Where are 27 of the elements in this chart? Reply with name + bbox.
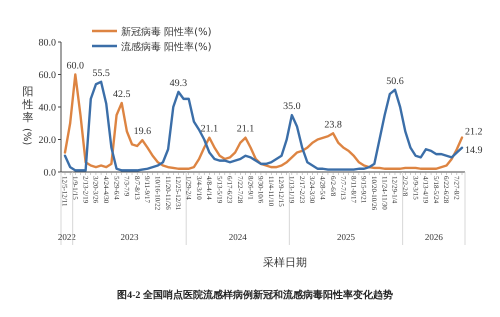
data-label: 55.5 <box>92 68 110 79</box>
data-label: 19.6 <box>134 126 152 138</box>
text: 2026 <box>424 232 444 242</box>
text: 图4-2 全国哨点医院流感样病例新冠和流感病毒阳性率变化趋势 <box>117 289 393 301</box>
x-axis-title: 采样日期 <box>263 256 307 269</box>
text: 2022 <box>58 232 76 242</box>
data-label: 21.1 <box>236 124 254 135</box>
data-label: 21.1 <box>200 124 218 135</box>
data-label: 60.0 <box>66 60 84 72</box>
y-tick-label: 40.0 <box>38 102 56 114</box>
data-label: 49.3 <box>170 78 188 89</box>
y-tick-label: 0.0 <box>44 168 56 178</box>
data-label: 21.2 <box>465 126 482 138</box>
text: 2023 <box>120 232 139 242</box>
data-label: 42.5 <box>112 88 130 100</box>
y-tick-label: 80.0 <box>38 38 56 48</box>
y-axis-title: 阳性率(%) <box>21 85 34 146</box>
data-label: 35.0 <box>283 101 301 112</box>
text: 2025 <box>336 232 356 242</box>
legend-label: 新冠病毒 阳性率(%) <box>121 26 212 38</box>
data-label: 50.6 <box>386 76 404 87</box>
y-tick-label: 20.0 <box>38 135 56 146</box>
text: 2024 <box>228 232 248 242</box>
data-label: 14.9 <box>465 144 482 156</box>
y-tick-label: 60.0 <box>38 70 56 81</box>
legend-label: 流感病毒 阳性率(%) <box>121 41 212 53</box>
data-label: 23.8 <box>324 119 342 130</box>
